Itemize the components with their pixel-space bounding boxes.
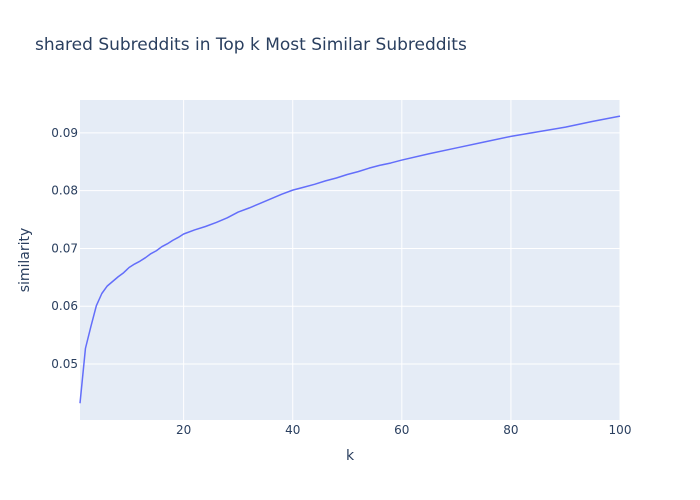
x-axis-title: k [346,448,355,464]
y-axis-ticks: 0.05 0.06 0.07 0.08 0.09 [51,126,78,371]
y-axis-title: similarity [17,228,33,293]
y-tick-label: 0.06 [51,299,78,313]
y-tick-label: 0.08 [51,184,78,198]
x-tick-label: 80 [503,423,518,437]
y-tick-label: 0.07 [51,241,78,255]
y-tick-label: 0.05 [51,357,78,371]
x-tick-label: 20 [176,423,191,437]
series-layer [79,115,621,404]
x-tick-label: 40 [285,423,300,437]
x-axis-ticks: 20 40 60 80 100 [176,423,631,437]
x-tick-label: 60 [394,423,409,437]
plot-area [80,100,620,420]
series-line [79,115,621,404]
chart-title: shared Subreddits in Top k Most Similar … [35,35,467,55]
y-tick-label: 0.09 [51,126,78,140]
x-tick-label: 100 [609,423,632,437]
